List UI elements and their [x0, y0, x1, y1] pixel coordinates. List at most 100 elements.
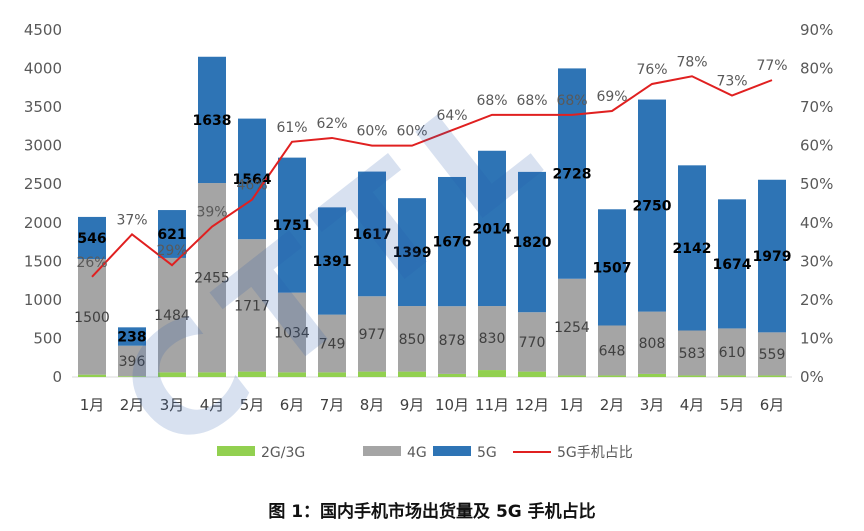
data-label-4g: 749 [319, 336, 346, 352]
data-label-4g: 396 [119, 354, 146, 370]
bar-2g3g [358, 371, 386, 377]
bar-4g [758, 332, 786, 376]
bar-4g [78, 259, 106, 375]
y-left-tick-label: 4000 [24, 60, 62, 78]
data-label-4g: 1254 [554, 320, 590, 336]
legend-label: 2G/3G [261, 445, 305, 461]
y-right-tick-label: 20% [800, 291, 833, 309]
bar-5g [678, 165, 706, 331]
bar-2g3g [598, 375, 626, 377]
bar-4g [638, 311, 666, 374]
bar-2g3g [398, 371, 426, 377]
bar-5g [758, 179, 786, 333]
data-label-4g: 808 [639, 336, 666, 352]
data-label-5g: 1638 [193, 113, 232, 129]
x-tick-label: 10月 [435, 396, 469, 414]
y-left-tick-label: 2000 [24, 214, 62, 232]
bar-4g [598, 325, 626, 376]
bar-2g3g [198, 372, 226, 377]
bar-5g [118, 327, 146, 346]
data-label-share: 68% [556, 93, 587, 109]
data-label-4g: 559 [759, 347, 786, 363]
bar-5g [478, 150, 506, 307]
y-right-tick-label: 80% [800, 60, 833, 78]
bar-4g [438, 306, 466, 374]
bar-5g [318, 207, 346, 315]
data-label-5g: 1676 [433, 235, 472, 251]
y-left-tick-label: 4500 [24, 21, 62, 39]
bar-2g3g [278, 372, 306, 377]
bar-5g [78, 216, 106, 260]
y-left-tick-label: 0 [52, 368, 62, 386]
data-label-share: 69% [596, 89, 627, 105]
data-label-share: 29% [156, 243, 187, 259]
bar-4g [558, 278, 586, 376]
data-label-4g: 1484 [154, 308, 190, 324]
legend-label: 4G [407, 445, 427, 461]
x-tick-label: 6月 [280, 396, 305, 414]
data-label-4g: 2455 [194, 271, 230, 287]
data-label-4g: 583 [679, 346, 706, 362]
data-label-5g: 1617 [353, 227, 392, 243]
data-label-5g: 1820 [513, 235, 552, 251]
data-label-share: 68% [476, 93, 507, 109]
y-left-tick-label: 1000 [24, 291, 62, 309]
x-tick-label: 11月 [475, 396, 509, 414]
bar-2g3g [558, 375, 586, 377]
data-label-share: 76% [636, 62, 667, 78]
bar-2g3g [238, 371, 266, 377]
bar-5g [358, 171, 386, 297]
bar-2g3g [438, 373, 466, 377]
data-label-4g: 648 [599, 343, 626, 359]
data-label-share: 68% [516, 93, 547, 109]
line-5g-share [91, 75, 773, 278]
bar-4g [678, 330, 706, 376]
data-label-4g: 850 [399, 332, 426, 348]
x-tick-label: 1月 [80, 396, 105, 414]
x-tick-label: 5月 [240, 396, 265, 414]
data-label-4g: 1500 [74, 310, 110, 326]
bar-2g3g [638, 373, 666, 377]
bar-5g [238, 118, 266, 240]
data-label-share: 37% [116, 212, 147, 228]
data-label-4g: 610 [719, 345, 746, 361]
bar-4g [198, 183, 226, 373]
data-label-share: 77% [756, 58, 787, 74]
bar-4g [118, 345, 146, 377]
data-label-4g: 1717 [234, 298, 270, 314]
bar-4g [398, 306, 426, 372]
bar-4g [238, 239, 266, 372]
data-label-share: 73% [716, 74, 747, 90]
bar-5g [158, 210, 186, 258]
data-label-5g: 1564 [233, 172, 272, 188]
bar-2g3g [718, 375, 746, 377]
data-label-share: 60% [356, 124, 387, 140]
data-label-5g: 2014 [473, 221, 512, 237]
bar-2g3g [118, 376, 146, 377]
bar-2g3g [78, 374, 106, 377]
bar-2g3g [678, 375, 706, 377]
y-right-tick-label: 90% [800, 21, 833, 39]
x-tick-label: 2月 [600, 396, 625, 414]
bar-2g3g [758, 375, 786, 377]
y-right-tick-label: 30% [800, 252, 833, 270]
x-tick-label: 3月 [160, 396, 185, 414]
legend-label: 5G手机占比 [557, 445, 633, 461]
y-right-tick-label: 70% [800, 98, 833, 116]
data-label-4g: 770 [519, 335, 546, 351]
y-left-tick-label: 1500 [24, 252, 62, 270]
bar-5g [718, 199, 746, 329]
data-label-share: 62% [316, 116, 347, 132]
data-label-4g: 878 [439, 333, 466, 349]
legend-swatch-2 [433, 446, 471, 456]
x-tick-label: 2月 [120, 396, 145, 414]
x-tick-label: 5月 [720, 396, 745, 414]
bar-4g [518, 312, 546, 372]
bar-5g [398, 198, 426, 307]
data-label-5g: 238 [117, 330, 146, 346]
data-label-5g: 1399 [393, 245, 432, 261]
bar-2g3g [318, 372, 346, 377]
bar-5g [518, 171, 546, 313]
data-label-4g: 1034 [274, 326, 310, 342]
